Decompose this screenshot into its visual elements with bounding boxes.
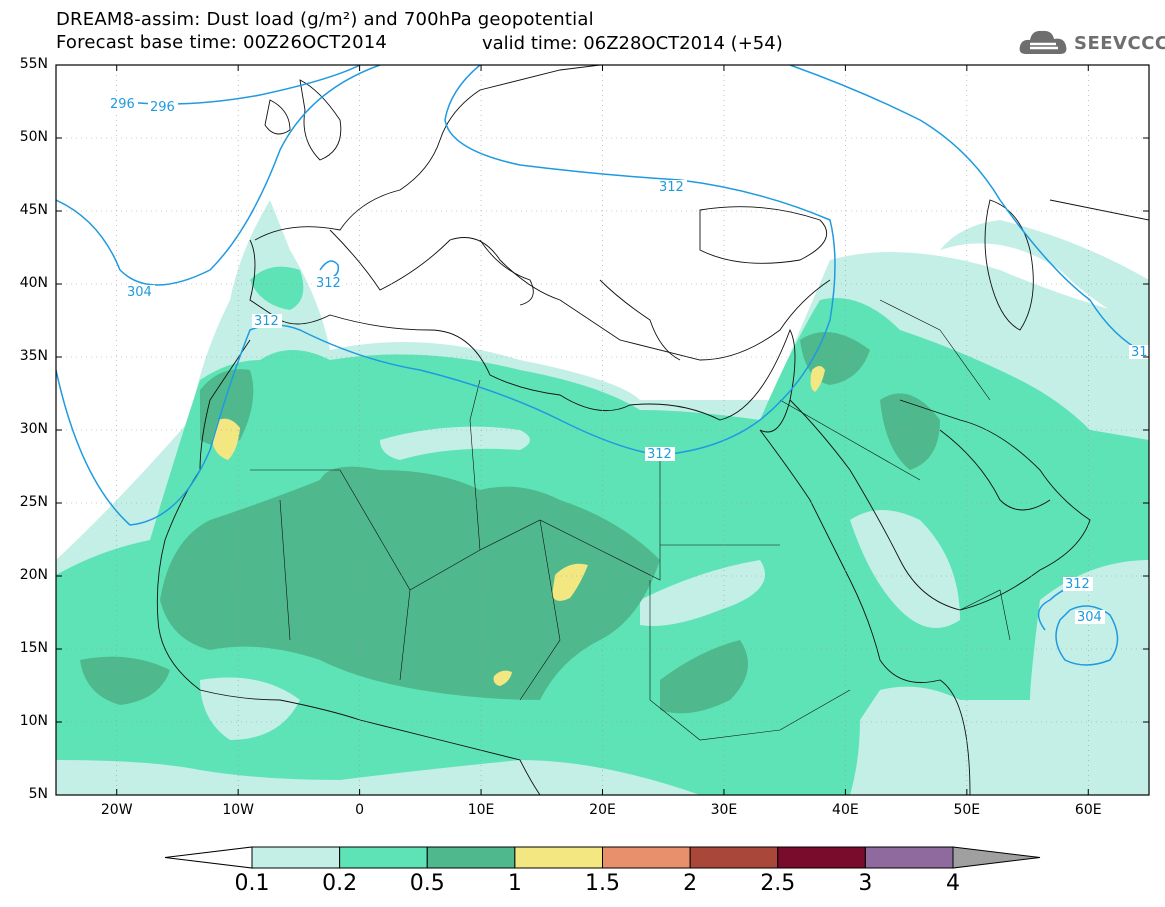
contour-label-304-b: 304	[1077, 610, 1102, 625]
valid-time: valid time: 06Z28OCT2014 (+54)	[482, 33, 783, 54]
logo-text: SEEVCCC	[1074, 33, 1165, 54]
map-title: DREAM8-assim: Dust load (g/m²) and 700hP…	[56, 9, 594, 30]
colorbar-low-arrow	[164, 846, 253, 869]
colorbar-tick-label: 1	[507, 871, 522, 896]
colorbar-segment	[251, 846, 341, 869]
contour-label-296-b: 296	[150, 100, 175, 115]
lat-label: 20N	[19, 567, 48, 583]
lat-label: 25N	[19, 494, 48, 510]
lon-label: 0	[355, 802, 365, 818]
dust-layer-1	[212, 366, 825, 686]
cloud-icon	[1019, 30, 1067, 54]
gridlines	[56, 65, 1149, 795]
lat-label: 10N	[19, 713, 48, 729]
lon-label: 50E	[953, 802, 981, 818]
lon-label: 20E	[589, 802, 616, 818]
colorbar-tick-label: 2	[683, 871, 698, 896]
contour-label-312-d: 312	[647, 447, 672, 462]
colorbar-tick-label: 2.5	[760, 871, 796, 896]
forecast-base-time: Forecast base time: 00Z26OCT2014	[56, 32, 388, 53]
lat-label: 5N	[28, 786, 48, 802]
colorbar-tick-label: 0.2	[322, 871, 358, 896]
axis-ticks	[56, 64, 1149, 796]
colorbar-segment	[777, 846, 866, 869]
colorbar-tick-label: 4	[946, 871, 960, 896]
contour-label-312-e: 312	[1065, 577, 1090, 592]
lat-label: 15N	[19, 640, 48, 656]
lon-label: 40E	[832, 802, 859, 818]
colorbar-segment	[514, 846, 603, 869]
lat-label: 50N	[19, 129, 48, 145]
colorbar-tick-label: 0.5	[409, 871, 445, 896]
colorbar-segment	[426, 846, 516, 869]
contour-label-312-b: 312	[254, 314, 279, 329]
contour-label-31: 31	[1131, 345, 1148, 360]
colorbar-segment	[602, 846, 691, 869]
contour-label-296-a: 296	[110, 97, 135, 112]
colorbar-segment	[339, 846, 428, 869]
colorbar-tick-label: 0.1	[234, 871, 270, 896]
lat-label: 35N	[19, 348, 48, 364]
lat-label: 30N	[19, 421, 48, 437]
contour-labels: 296 296 304 312 312 312 312 312 304 31	[108, 97, 1149, 625]
colorbar-segment	[689, 846, 779, 869]
lon-label: 30E	[710, 802, 738, 818]
contour-label-304-a: 304	[127, 285, 152, 300]
contour-label-312-a: 312	[316, 276, 341, 291]
colorbar-tick-label: 3	[858, 871, 873, 896]
dust-layer-0.5	[80, 332, 940, 714]
lon-label: 20W	[100, 802, 133, 818]
lat-label: 55N	[19, 56, 48, 72]
coastlines	[156, 65, 1149, 795]
contour-label-312-c: 312	[659, 180, 684, 195]
lat-label: 40N	[19, 275, 48, 291]
colorbar-tick-label: 1.5	[585, 871, 620, 896]
country-borders	[250, 299, 1011, 741]
lon-label: 10E	[467, 802, 495, 818]
seevccc-logo: SEEVCCC	[1018, 24, 1165, 60]
colorbar-high-arrow	[952, 846, 1041, 869]
lon-label: 60E	[1074, 802, 1102, 818]
colorbar-segment	[864, 846, 954, 869]
colorbar	[164, 846, 1041, 869]
lon-label: 10W	[222, 802, 254, 818]
lat-label: 45N	[19, 202, 48, 218]
